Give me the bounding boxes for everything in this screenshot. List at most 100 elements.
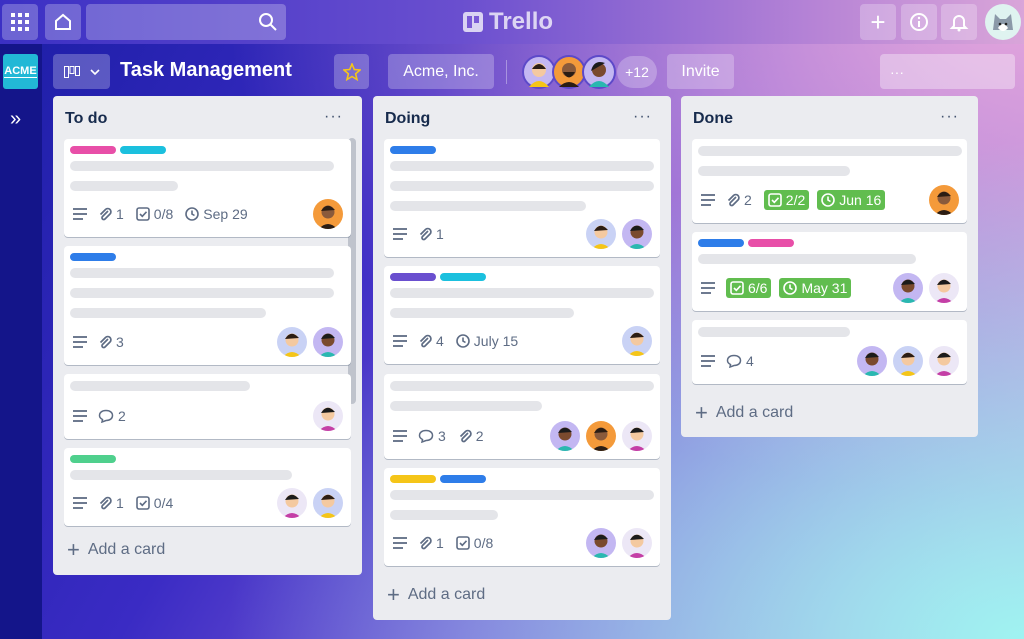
member-avatar[interactable] — [313, 488, 343, 518]
member-avatar[interactable] — [893, 273, 923, 303]
apps-icon — [11, 13, 29, 31]
badge-text: May 31 — [801, 280, 848, 296]
member-avatar[interactable] — [929, 273, 959, 303]
board-menu-button[interactable]: ··· — [880, 54, 1015, 89]
list-title[interactable]: Done — [693, 110, 733, 127]
member-avatar[interactable] — [277, 327, 307, 357]
member-avatar[interactable] — [277, 488, 307, 518]
member-avatar[interactable] — [857, 346, 887, 376]
card-badge: 2 — [458, 426, 484, 446]
description-icon — [392, 426, 408, 446]
board-title[interactable]: Task Management — [120, 59, 292, 81]
user-avatar[interactable] — [985, 4, 1021, 40]
list-menu[interactable]: ··· — [633, 108, 652, 125]
placeholder-line — [390, 401, 542, 411]
plus-icon: + — [67, 537, 80, 562]
badge-text: 4 — [746, 353, 754, 369]
notifications-button[interactable] — [941, 4, 977, 40]
description-icon — [700, 190, 716, 210]
card[interactable]: 1 0/8 — [384, 468, 660, 566]
member-avatar[interactable] — [622, 326, 652, 356]
invite-button[interactable]: Invite — [667, 54, 734, 89]
workspace-badge[interactable]: ACME — [3, 54, 38, 89]
badge-icon — [455, 334, 470, 348]
badge-text: 0/8 — [153, 206, 174, 222]
card-badge: July 15 — [455, 331, 519, 351]
add-card-button[interactable]: + Add a card — [695, 402, 793, 424]
badge-icon — [418, 226, 432, 242]
badge-text: Jun 16 — [839, 192, 882, 208]
member-avatar[interactable] — [929, 185, 959, 215]
list-menu[interactable]: ··· — [324, 108, 343, 125]
placeholder-line — [70, 288, 334, 298]
member-avatar[interactable] — [313, 199, 343, 229]
member-avatars: +12 — [522, 55, 662, 89]
badge-icon — [418, 429, 434, 443]
member-avatar[interactable] — [552, 55, 586, 89]
badge-icon — [726, 354, 742, 368]
placeholder-line — [390, 510, 498, 520]
badge-icon — [135, 496, 150, 510]
card[interactable]: 4 — [692, 320, 967, 384]
member-avatar[interactable] — [313, 401, 343, 431]
star-button[interactable] — [334, 54, 369, 89]
card[interactable]: 1 0/8 Sep 29 — [64, 139, 351, 237]
card-badge: 1 — [98, 493, 124, 513]
apps-button[interactable] — [2, 4, 38, 40]
card-badge: 1 — [418, 224, 444, 244]
card-badge: 3 — [418, 426, 446, 446]
board-view-button[interactable] — [53, 54, 110, 89]
expand-sidebar[interactable]: » — [10, 108, 22, 130]
list: Done ··· 2 2/2 Jun 16 6/6 May 31 4 + Add a card — [681, 96, 978, 437]
member-avatar[interactable] — [313, 327, 343, 357]
add-card-text: Add a card — [407, 586, 486, 603]
sidebar: ACME » — [0, 44, 42, 639]
card[interactable]: 3 — [64, 246, 351, 365]
badge-text: 1 — [116, 495, 124, 511]
card[interactable]: 4 July 15 — [384, 266, 660, 364]
card[interactable]: 2 2/2 Jun 16 — [692, 139, 967, 223]
card-label — [390, 273, 436, 281]
member-avatar[interactable] — [522, 55, 556, 89]
chevron-icon — [89, 68, 100, 75]
search-box[interactable] — [86, 4, 286, 40]
member-avatar[interactable] — [582, 55, 616, 89]
member-avatar[interactable] — [622, 219, 652, 249]
placeholder-line — [698, 254, 916, 264]
member-overflow[interactable]: +12 — [617, 56, 657, 88]
member-avatar[interactable] — [586, 528, 616, 558]
add-card-button[interactable]: + Add a card — [387, 582, 486, 607]
card-badge: 2/2 — [763, 190, 810, 210]
badge-icon — [98, 409, 114, 423]
member-avatar[interactable] — [622, 421, 652, 451]
placeholder-line — [390, 381, 654, 391]
card[interactable]: 2 — [64, 374, 351, 439]
badge-text: July 15 — [473, 333, 519, 349]
card[interactable]: 1 0/4 — [64, 448, 351, 526]
badge-icon — [455, 536, 470, 550]
list-title[interactable]: Doing — [385, 110, 431, 127]
member-avatar[interactable] — [622, 528, 652, 558]
badge-icon — [98, 334, 112, 350]
list-title[interactable]: To do — [65, 110, 108, 127]
member-avatar[interactable] — [893, 346, 923, 376]
card[interactable]: 6/6 May 31 — [692, 232, 967, 311]
card-label — [120, 146, 166, 154]
add-card-button[interactable]: + Add a card — [67, 537, 165, 562]
home-button[interactable] — [45, 4, 81, 40]
member-avatar[interactable] — [586, 219, 616, 249]
badge-text: 2 — [744, 192, 752, 208]
member-avatar[interactable] — [929, 346, 959, 376]
member-avatar[interactable] — [586, 421, 616, 451]
logo[interactable]: Trello — [463, 8, 553, 36]
member-face — [559, 63, 579, 87]
plus-icon: + — [387, 582, 400, 607]
card[interactable]: 1 — [384, 139, 660, 257]
member-avatar[interactable] — [550, 421, 580, 451]
list-menu[interactable]: ··· — [940, 108, 959, 125]
workspace-button[interactable]: Acme, Inc. — [388, 54, 494, 89]
badge-text: 4 — [436, 333, 444, 349]
create-button[interactable]: + — [860, 4, 896, 40]
info-button[interactable] — [901, 4, 937, 40]
